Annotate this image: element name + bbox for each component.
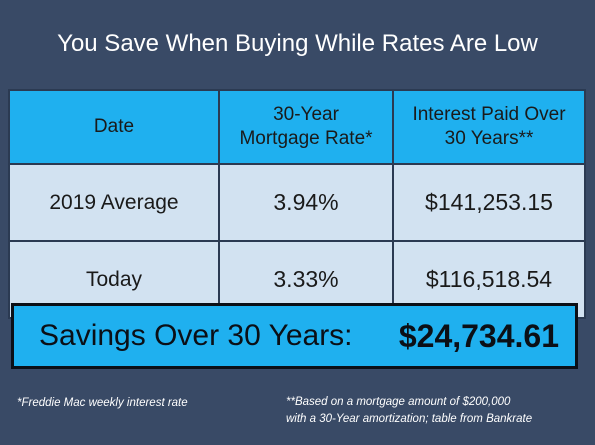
header-rate-line2: Mortgage Rate* [239, 128, 373, 149]
footnote-right: **Based on a mortgage amount of $200,000… [286, 394, 586, 428]
header-rate: 30-Year Mortgage Rate* [218, 89, 394, 165]
page-title: You Save When Buying While Rates Are Low [57, 30, 538, 57]
table-row: 2019 Average 3.94% $141,253.15 [8, 163, 586, 242]
header-date: Date [8, 89, 220, 165]
footnote-right-line2: with a 30-Year amortization; table from … [286, 413, 533, 425]
header-rate-line1: 30-Year [273, 104, 339, 125]
row-2019-rate: 3.94% [218, 163, 394, 242]
row-2019-interest: $141,253.15 [392, 163, 586, 242]
row-2019-date: 2019 Average [8, 163, 220, 242]
rates-table: Date 30-Year Mortgage Rate* Interest Pai… [8, 89, 586, 319]
savings-label: Savings Over 30 Years: [39, 319, 353, 352]
table-header-row: Date 30-Year Mortgage Rate* Interest Pai… [8, 89, 586, 165]
header-date-line1: Date [93, 116, 135, 137]
footnote-left: *Freddie Mac weekly interest rate [17, 397, 188, 409]
savings-summary: Savings Over 30 Years: $24,734.61 [11, 303, 578, 369]
footnote-right-line1: **Based on a mortgage amount of $200,000 [286, 396, 511, 408]
header-interest-line1: Interest Paid Over [412, 104, 566, 125]
savings-value: $24,734.61 [398, 317, 559, 354]
header-interest: Interest Paid Over 30 Years** [392, 89, 586, 165]
header-interest-line2: 30 Years** [444, 128, 534, 149]
